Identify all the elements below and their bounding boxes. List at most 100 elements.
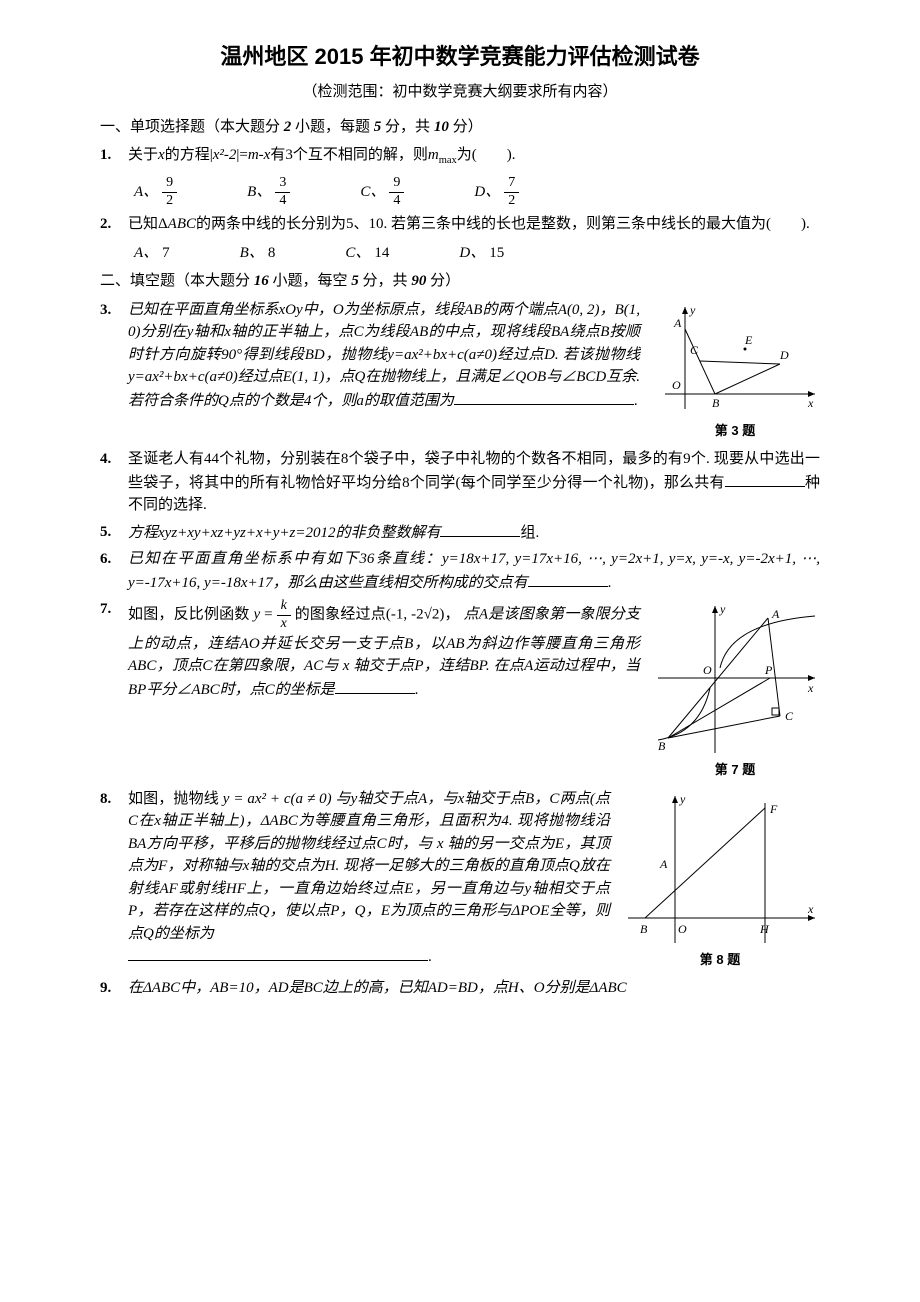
q2-text: 已知Δ — [128, 216, 168, 232]
fig7-label-O: O — [703, 663, 712, 677]
q5-blank — [440, 521, 520, 537]
q1-sub-max: max — [439, 155, 457, 166]
section1-suffix: 分） — [449, 119, 483, 135]
q2-d: 15 — [489, 242, 504, 265]
question-4: 4. 圣诞老人有44个礼物，分别装在8个袋子中，袋子中礼物的个数各不相同，最多的… — [100, 448, 820, 517]
q1-d-num: 7 — [504, 175, 519, 193]
fig8-label-B: B — [640, 922, 648, 936]
q8-body: A B F O H x y 第 8 题 如图，抛物线 y = ax² + c(a… — [128, 788, 820, 974]
q1-d-den: 2 — [504, 193, 519, 210]
section1-header: 一、单项选择题（本大题分 2 小题，每题 5 分，共 10 分） — [100, 116, 820, 139]
section2-header: 二、填空题（本大题分 16 小题，每空 5 分，共 90 分） — [100, 270, 820, 293]
fig3-label-C: C — [690, 343, 699, 357]
figure-7-svg: A B C O P x y — [650, 598, 820, 758]
q5-body: 方程xyz+xy+xz+yz+x+y+z=2012的非负整数解有组. — [128, 521, 820, 545]
q8-num: 8. — [100, 788, 128, 811]
section1-total: 10 — [434, 119, 449, 135]
q1-a-den: 2 — [162, 193, 177, 210]
q8-pre: 如图，抛物线 — [128, 791, 223, 807]
q7-x: x — [277, 616, 291, 633]
question-8: 8. A B F O H x y 第 8 题 如图，抛物线 y = ax² + … — [100, 788, 820, 974]
figure-3: A C E D O B x y 第 3 题 — [650, 299, 820, 441]
q2-text2: 的两条中线的长分别为5、10. 若第三条中线的长也是整数，则第三条中线长的最大值… — [196, 216, 810, 232]
section1-mid2: 分，共 — [381, 119, 434, 135]
q1-num: 1. — [100, 144, 128, 167]
q7-pre: 如图，反比例函数 — [128, 607, 254, 623]
q1-a-num: 9 — [162, 175, 177, 193]
q7-body: A B C O P x y 第 7 题 如图，反比例函数 y = kx 的图象经… — [128, 598, 820, 784]
q7-end: . — [415, 682, 419, 698]
opt-label: C、 — [360, 181, 385, 204]
figure-8-caption: 第 8 题 — [620, 950, 820, 970]
section2-detail: （本大题分 — [175, 273, 254, 289]
section2-per: 5 — [351, 273, 359, 289]
q6-body: 已知在平面直角坐标系中有如下36条直线：y=18x+17, y=17x+16, … — [128, 548, 820, 594]
q7-mid: 的图象经过点(-1, -2√2)， — [291, 607, 460, 623]
section2-prefix: 二、填空题 — [100, 273, 175, 289]
q3-blank — [454, 389, 634, 405]
q1-var-m: m — [428, 147, 439, 163]
q2-opt-d: D、15 — [459, 242, 504, 265]
q1-expr2: m-x — [248, 147, 271, 163]
figure-7-caption: 第 7 题 — [650, 760, 820, 780]
q2-c: 14 — [374, 242, 389, 265]
q1-body: 关于x的方程|x²-2|=m-x有3个互不相同的解，则mmax为( ). A、9… — [128, 144, 820, 209]
opt-label: B、 — [240, 242, 264, 265]
opt-label: B、 — [247, 181, 271, 204]
q2-b: 8 — [268, 242, 276, 265]
q1-mid2: |= — [236, 147, 247, 163]
section1-prefix: 一、单项选择题 — [100, 119, 205, 135]
fig7-label-B: B — [658, 739, 666, 753]
q2-opt-b: B、8 — [240, 242, 276, 265]
q1-opt-a: A、92 — [134, 175, 177, 210]
q6-num: 6. — [100, 548, 128, 571]
q9-text: 在ΔABC中，AB=10，AD是BC边上的高，已知AD=BD，点H、O分别是ΔA… — [128, 980, 627, 996]
page-title: 温州地区 2015 年初中数学竞赛能力评估检测试卷 — [100, 40, 820, 73]
opt-label: D、 — [474, 181, 500, 204]
q2-options: A、7 B、8 C、14 D、15 — [134, 242, 820, 265]
fig8-label-F: F — [769, 802, 778, 816]
q1-var-x: x — [158, 147, 165, 163]
q1-opt-d: D、72 — [474, 175, 519, 210]
q1-end: 为( ). — [457, 147, 516, 163]
question-7: 7. A B C O P x y — [100, 598, 820, 784]
fig7-label-P: P — [764, 663, 773, 677]
q3-num: 3. — [100, 299, 128, 322]
fig8-label-A: A — [659, 857, 668, 871]
q1-c-den: 4 — [389, 193, 404, 210]
fig3-label-O: O — [672, 378, 681, 392]
fig7-label-A: A — [771, 607, 780, 621]
q1-text-pre: 关于 — [128, 147, 158, 163]
q2-a: 7 — [162, 242, 170, 265]
q5-end: 组. — [520, 525, 539, 541]
q1-c-num: 9 — [389, 175, 404, 193]
q6-blank — [528, 571, 608, 587]
question-5: 5. 方程xyz+xy+xz+yz+x+y+z=2012的非负整数解有组. — [100, 521, 820, 545]
q9-body: 在ΔABC中，AB=10，AD是BC边上的高，已知AD=BD，点H、O分别是ΔA… — [128, 977, 820, 1000]
q6-end: . — [608, 575, 612, 591]
fig8-label-H: H — [759, 922, 770, 936]
fig3-label-E: E — [744, 333, 753, 347]
figure-8-svg: A B F O H x y — [620, 788, 820, 948]
section2-mid: 小题，每空 — [269, 273, 352, 289]
fig3-label-A: A — [673, 316, 682, 330]
section2-total: 90 — [411, 273, 426, 289]
q1-opt-c: C、94 — [360, 175, 404, 210]
q2-num: 2. — [100, 213, 128, 236]
q8-formula: y = ax² + c(a ≠ 0) — [223, 791, 332, 807]
q4-blank — [725, 471, 805, 487]
q1-b-den: 4 — [275, 193, 290, 210]
fig3-label-B: B — [712, 396, 720, 410]
opt-label: D、 — [459, 242, 485, 265]
fig7-label-C: C — [785, 709, 794, 723]
q4-body: 圣诞老人有44个礼物，分别装在8个袋子中，袋子中礼物的个数各不相同，最多的有9个… — [128, 448, 820, 517]
figure-8: A B F O H x y 第 8 题 — [620, 788, 820, 970]
section2-mid2: 分，共 — [359, 273, 412, 289]
opt-label: A、 — [134, 181, 158, 204]
q2-triangle: ABC — [168, 216, 196, 232]
q2-opt-c: C、14 — [345, 242, 389, 265]
q1-mid3: 有3个互不相同的解，则 — [270, 147, 428, 163]
q5-num: 5. — [100, 521, 128, 544]
q4-num: 4. — [100, 448, 128, 471]
question-2: 2. 已知ΔABC的两条中线的长分别为5、10. 若第三条中线的长也是整数，则第… — [100, 213, 820, 264]
